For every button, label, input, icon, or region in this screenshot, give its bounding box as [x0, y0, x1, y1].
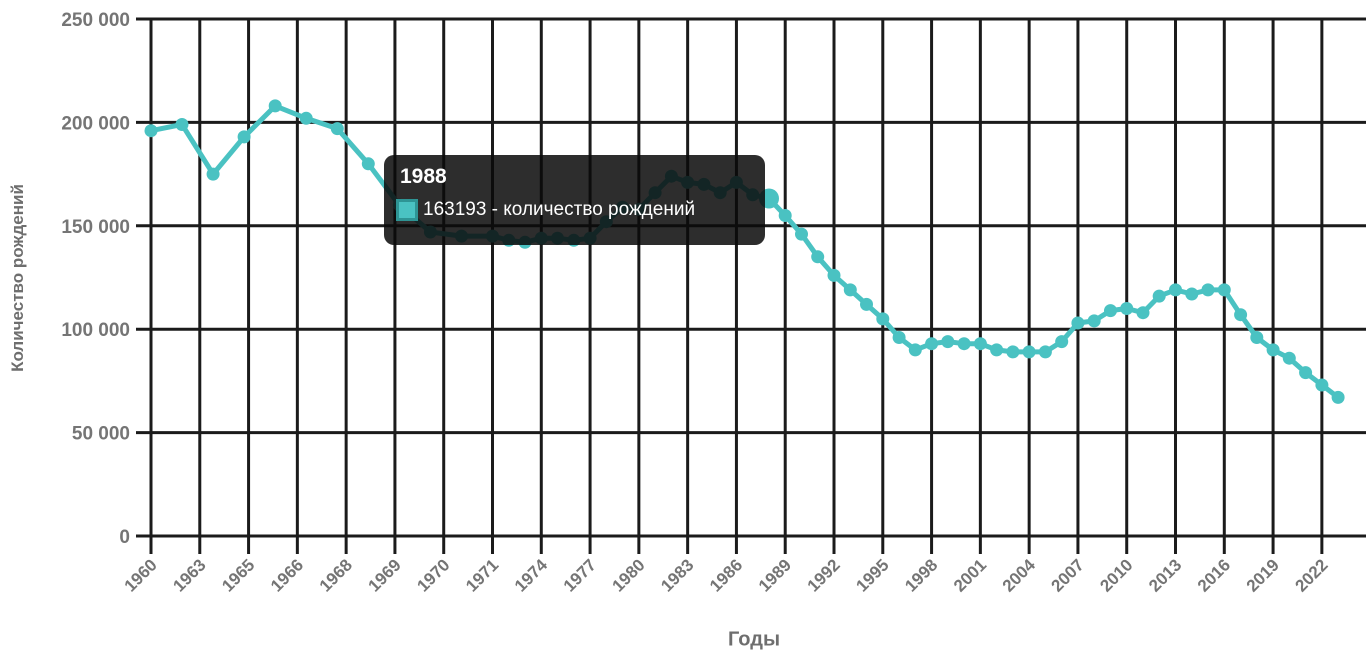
x-axis-title: Годы: [727, 628, 781, 651]
data-point[interactable]: [330, 122, 344, 136]
x-tick-label: 2010: [1096, 555, 1136, 595]
x-tick-label: 2016: [1194, 555, 1234, 595]
data-point[interactable]: [175, 118, 189, 131]
data-point[interactable]: [876, 312, 890, 326]
data-point[interactable]: [1315, 378, 1329, 392]
x-tick-label: 1977: [560, 555, 600, 595]
data-point[interactable]: [1169, 283, 1182, 297]
data-point[interactable]: [1104, 304, 1117, 318]
data-point[interactable]: [957, 337, 971, 351]
x-tick-label: 1963: [169, 555, 209, 595]
x-tick-label: 1995: [852, 555, 892, 595]
x-tick-label: 1974: [511, 555, 552, 596]
data-point[interactable]: [908, 343, 922, 357]
data-point[interactable]: [1087, 314, 1101, 328]
data-point[interactable]: [843, 283, 857, 297]
x-tick-label: 1969: [365, 555, 405, 595]
y-tick-label: 100 000: [61, 320, 130, 341]
x-tick-label: 1966: [267, 555, 307, 595]
y-axis-title: Количество рождений: [8, 184, 27, 372]
data-point[interactable]: [1152, 289, 1166, 303]
data-point[interactable]: [973, 337, 987, 351]
x-tick-label: 2007: [1048, 555, 1088, 595]
series-points: [144, 99, 1345, 404]
y-tick-label: 50 000: [72, 424, 130, 445]
data-point[interactable]: [892, 331, 906, 344]
x-tick-label: 1970: [413, 555, 453, 595]
x-tick-label: 1989: [755, 555, 795, 595]
data-point[interactable]: [1201, 283, 1215, 297]
data-point[interactable]: [268, 99, 282, 113]
x-tick-label: 2022: [1292, 555, 1332, 595]
data-point[interactable]: [990, 343, 1004, 357]
x-tick-label: 1983: [657, 555, 697, 595]
data-point[interactable]: [1038, 345, 1052, 359]
data-point[interactable]: [1071, 316, 1085, 330]
data-point[interactable]: [299, 111, 313, 125]
x-tick-label: 2004: [999, 555, 1040, 596]
data-point[interactable]: [1006, 345, 1020, 359]
tooltip-row: 163193 - количество рождений: [396, 199, 753, 221]
data-point[interactable]: [860, 297, 873, 311]
tooltip-series-swatch: [396, 199, 418, 221]
tooltip-value: 163193 - количество рождений: [423, 199, 696, 220]
y-tick-label: 200 000: [61, 113, 130, 134]
data-point[interactable]: [144, 124, 158, 138]
x-tick-label: 1992: [804, 555, 844, 595]
data-point[interactable]: [237, 130, 251, 144]
data-point[interactable]: [1266, 343, 1280, 357]
x-tick-label: 1965: [218, 555, 258, 595]
data-point[interactable]: [778, 209, 792, 222]
x-tick-label: 1968: [316, 555, 356, 595]
y-tick-label: 150 000: [61, 217, 130, 238]
series-line: [148, 103, 1341, 400]
data-point[interactable]: [1331, 390, 1345, 404]
tooltip: 1988 163193 - количество рождений: [384, 155, 765, 245]
x-tick-label: 1971: [462, 555, 502, 595]
y-tick-label: 0: [119, 527, 130, 548]
data-point[interactable]: [925, 337, 939, 351]
data-point[interactable]: [361, 157, 375, 171]
data-point[interactable]: [1250, 331, 1264, 344]
data-point[interactable]: [1282, 351, 1296, 365]
x-tick-labels: 1960 1963 1965 1966 1968 1969 1970 1971 1974 1977…: [121, 555, 1332, 596]
data-point[interactable]: [811, 250, 825, 264]
x-tick-label: 1986: [706, 555, 746, 595]
data-point[interactable]: [1022, 345, 1036, 359]
data-point[interactable]: [1185, 287, 1199, 301]
data-point[interactable]: [941, 335, 955, 349]
data-point[interactable]: [1299, 366, 1313, 380]
x-tick-label: 1998: [901, 555, 941, 595]
tooltip-title: 1988: [400, 165, 447, 188]
grid-lines: [136, 17, 1366, 554]
data-point[interactable]: [1136, 306, 1150, 320]
data-point[interactable]: [1234, 308, 1248, 322]
y-tick-label: 250 000: [61, 10, 130, 31]
x-tick-label: 1960: [121, 555, 161, 595]
x-tick-label: 2019: [1243, 555, 1283, 595]
data-point[interactable]: [795, 227, 808, 241]
y-tick-labels: 0 50 000 100 000 150 000 200 000 250 000: [61, 10, 130, 548]
data-point[interactable]: [1217, 283, 1231, 297]
x-tick-label: 2013: [1145, 555, 1185, 595]
x-tick-label: 2001: [950, 555, 990, 595]
x-tick-label: 1980: [609, 555, 649, 595]
data-point[interactable]: [1055, 335, 1069, 349]
data-point[interactable]: [827, 268, 841, 282]
data-point[interactable]: [1120, 302, 1134, 315]
data-point[interactable]: [206, 167, 220, 181]
